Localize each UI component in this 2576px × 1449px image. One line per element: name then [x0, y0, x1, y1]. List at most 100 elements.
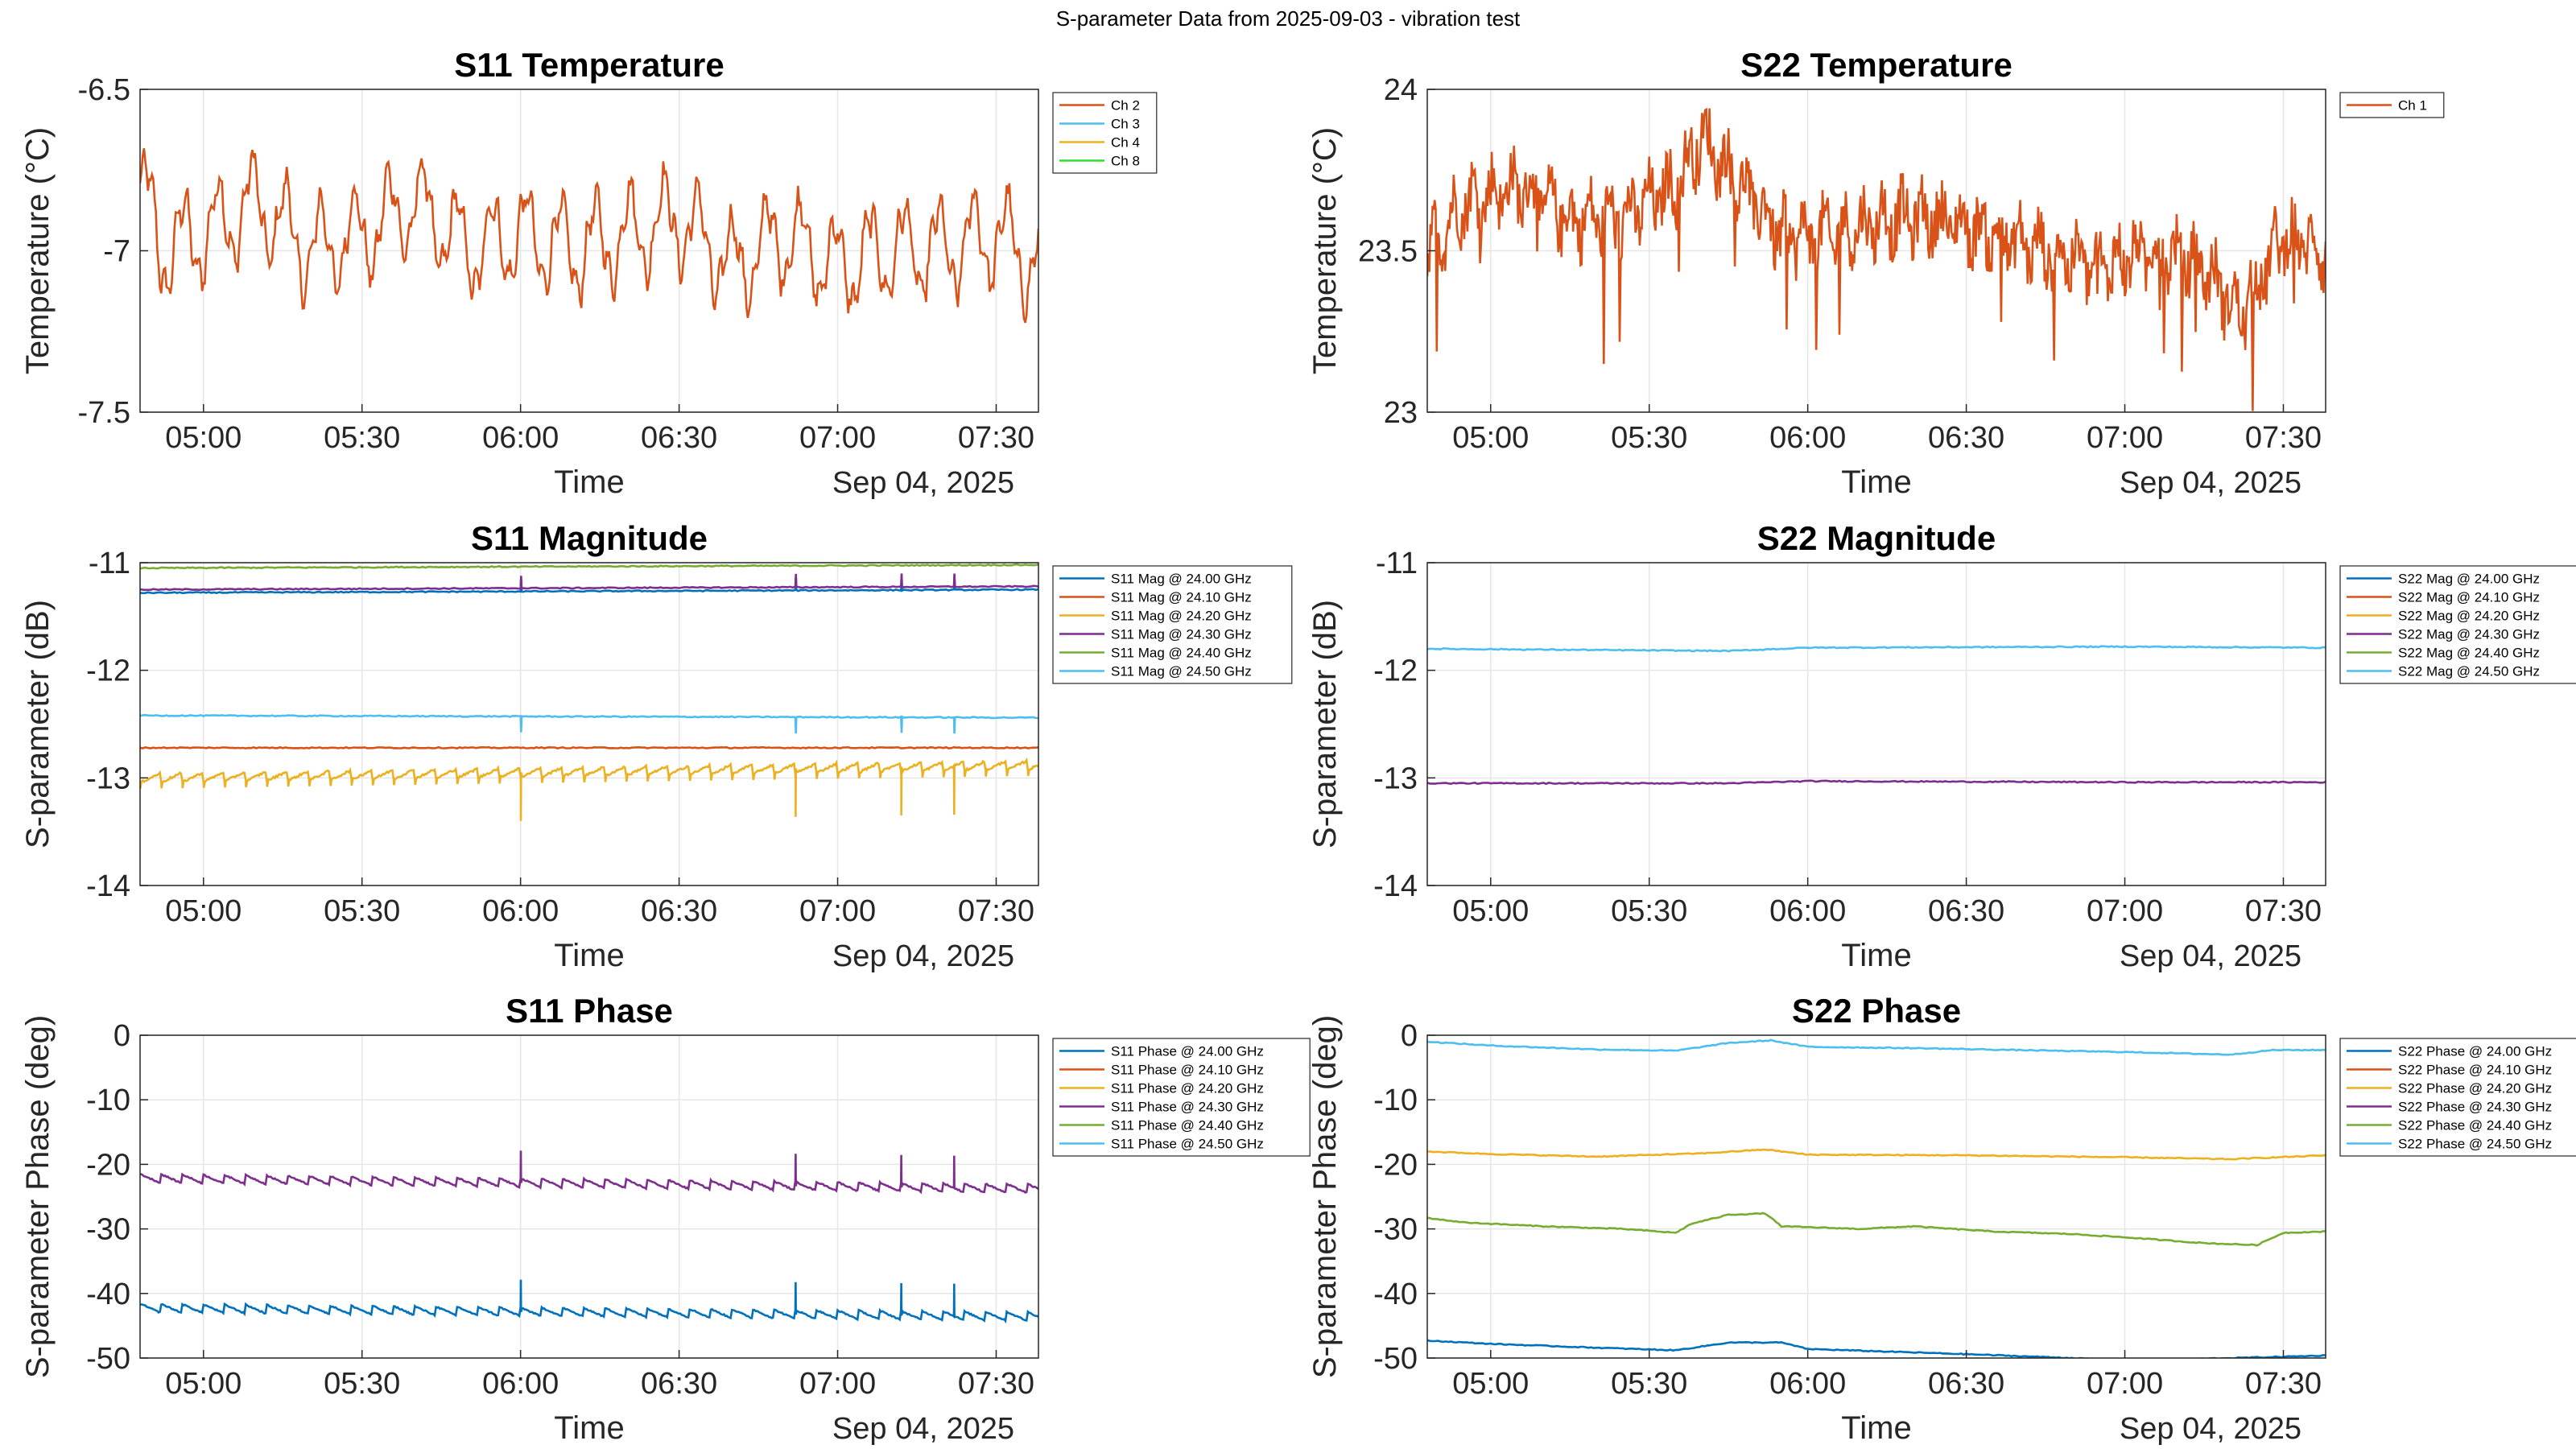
- series-line-s22-mag-24-50-ghz: [1427, 645, 2326, 653]
- legend-box: [2339, 1038, 2576, 1157]
- y-tick-label: 24: [1384, 73, 1418, 107]
- x-tick-label: 05:30: [324, 894, 400, 928]
- y-tick-label: -14: [1373, 869, 1418, 903]
- chart-title: S22 Phase: [1792, 992, 1961, 1030]
- axes-box: [139, 562, 1039, 886]
- x-tick-label: 06:00: [1769, 421, 1846, 455]
- legend-label: S11 Mag @ 24.30 GHz: [1111, 627, 1252, 642]
- y-tick-label: -50: [86, 1342, 130, 1376]
- x-axis-date-label: Sep 04, 2025: [832, 1412, 1014, 1446]
- y-tick-label: -40: [86, 1278, 130, 1311]
- y-axis-label: Temperature (°C): [1307, 127, 1343, 374]
- x-tick-label: 07:00: [799, 1367, 876, 1401]
- legend-label: S22 Mag @ 24.20 GHz: [2398, 609, 2540, 624]
- series-line-s22-phase-24-20-ghz: [1427, 1148, 2326, 1161]
- y-tick-label: -50: [1373, 1342, 1418, 1376]
- y-tick-label: 23: [1384, 396, 1418, 430]
- y-tick-label: -12: [1373, 654, 1418, 688]
- x-axis-label: Time: [1841, 1410, 1911, 1446]
- x-tick-label: 05:30: [1611, 894, 1687, 928]
- x-tick-label: 07:00: [2087, 894, 2163, 928]
- y-axis-label: S-parameter (dB): [1307, 600, 1343, 848]
- series-line-s11-phase-24-00-ghz: [140, 1279, 1038, 1324]
- y-tick-label: -10: [86, 1084, 130, 1117]
- plot-area: [140, 1035, 1038, 1358]
- x-axis-date-label: Sep 04, 2025: [832, 466, 1014, 500]
- legend-label: Ch 3: [1111, 117, 1140, 132]
- x-tick-label: 06:00: [1769, 1367, 1846, 1401]
- legend-label: S11 Phase @ 24.40 GHz: [1111, 1118, 1264, 1133]
- x-tick-label: 07:00: [2087, 421, 2163, 455]
- x-tick-label: 05:30: [324, 1367, 400, 1401]
- chart-title: S11 Magnitude: [471, 519, 708, 557]
- x-tick-label: 07:00: [799, 894, 876, 928]
- series-line-s22-mag-24-30-ghz: [1427, 779, 2326, 786]
- y-tick-label: -14: [86, 869, 130, 903]
- legend-label: S11 Phase @ 24.50 GHz: [1111, 1137, 1264, 1152]
- legend-label: S22 Mag @ 24.40 GHz: [2398, 646, 2540, 661]
- plot-area: [1427, 563, 2326, 886]
- x-tick-label: 07:00: [2087, 1367, 2163, 1401]
- y-axis-label: S-parameter Phase (deg): [1307, 1015, 1343, 1378]
- legend-label: S11 Phase @ 24.30 GHz: [1111, 1100, 1264, 1115]
- y-axis-label: S-parameter Phase (deg): [20, 1015, 56, 1378]
- legend-label: S22 Mag @ 24.50 GHz: [2398, 664, 2540, 679]
- x-tick-label: 05:00: [165, 421, 242, 455]
- legend-label: S22 Mag @ 24.00 GHz: [2398, 572, 2540, 587]
- y-tick-label: 0: [1401, 1019, 1418, 1053]
- chart-1: 05:00 05:30 06:00 06:30 07:00 07:30 24 23.5 23 S2…: [1307, 46, 2445, 500]
- legend-label: S11 Mag @ 24.50 GHz: [1111, 664, 1252, 679]
- legend-label: S22 Phase @ 24.10 GHz: [2398, 1063, 2552, 1078]
- y-tick-label: -11: [1376, 547, 1418, 580]
- chart-title: S11 Phase: [506, 992, 673, 1030]
- x-tick-label: 06:30: [1928, 421, 2004, 455]
- x-axis-date-label: Sep 04, 2025: [832, 939, 1014, 973]
- x-tick-label: 06:30: [641, 894, 717, 928]
- x-tick-label: 05:30: [324, 421, 400, 455]
- y-tick-label: -12: [86, 654, 130, 688]
- axes-box: [1426, 562, 2326, 886]
- legend-label: S11 Mag @ 24.40 GHz: [1111, 646, 1252, 661]
- x-tick-label: 06:30: [641, 1367, 717, 1401]
- chart-2: 05:00 05:30 06:00 06:30 07:00 07:30 -11 -12 -13 -…: [20, 519, 1293, 973]
- y-tick-label: -13: [1373, 762, 1418, 795]
- y-tick-label: 0: [114, 1019, 130, 1053]
- legend-box: [1052, 565, 1293, 684]
- legend: Ch 1: [2339, 92, 2445, 118]
- series-line-s11-mag-24-00-ghz: [140, 576, 1038, 595]
- legend-label: S11 Phase @ 24.20 GHz: [1111, 1081, 1264, 1096]
- series-line-s22-phase-24-40-ghz: [1427, 1212, 2326, 1247]
- x-tick-label: 05:00: [165, 894, 242, 928]
- legend-label: S22 Phase @ 24.50 GHz: [2398, 1137, 2552, 1152]
- y-tick-label: -40: [1373, 1278, 1418, 1311]
- chart-title: S22 Magnitude: [1757, 519, 1996, 557]
- legend-label: S22 Phase @ 24.30 GHz: [2398, 1100, 2552, 1115]
- chart-5: 05:00 05:30 06:00 06:30 07:00 07:30 0 -10 -20 -30…: [1307, 992, 2576, 1446]
- series-line-ch-1: [1427, 107, 2326, 411]
- y-tick-label: -20: [86, 1148, 130, 1182]
- y-tick-label: -11: [89, 547, 130, 580]
- x-tick-label: 05:00: [1452, 894, 1529, 928]
- y-tick-label: 23.5: [1358, 235, 1418, 269]
- legend-box: [2339, 565, 2576, 684]
- series-line-s11-mag-24-20-ghz: [140, 757, 1038, 821]
- x-axis-label: Time: [1841, 938, 1911, 973]
- x-tick-label: 05:30: [1611, 1367, 1687, 1401]
- series-line-s22-phase-24-00-ghz: [1427, 1339, 2326, 1358]
- x-axis-date-label: Sep 04, 2025: [2120, 939, 2301, 973]
- x-tick-label: 05:30: [1611, 421, 1687, 455]
- x-axis-label: Time: [1841, 464, 1911, 500]
- x-tick-label: 06:00: [482, 894, 559, 928]
- x-tick-label: 05:00: [165, 1367, 242, 1401]
- y-tick-label: -7.5: [78, 396, 130, 430]
- x-tick-label: 06:30: [641, 421, 717, 455]
- x-tick-label: 07:30: [958, 421, 1034, 455]
- legend: S11 Mag @ 24.00 GHz S11 Mag @ 24.10 GHz S1…: [1052, 565, 1293, 684]
- legend-label: Ch 1: [2398, 98, 2427, 114]
- legend-label: Ch 8: [1111, 154, 1140, 169]
- legend-label: S22 Mag @ 24.10 GHz: [2398, 590, 2540, 605]
- x-tick-label: 06:00: [1769, 894, 1846, 928]
- series-line-s11-mag-24-50-ghz: [140, 713, 1038, 734]
- x-axis-date-label: Sep 04, 2025: [2120, 1412, 2301, 1446]
